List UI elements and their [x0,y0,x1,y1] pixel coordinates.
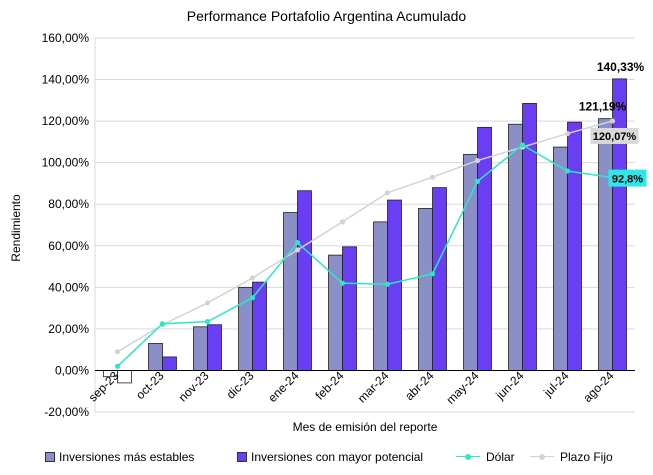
y-tick-label: 100,00% [42,156,90,170]
bar-potencial [477,126,492,371]
line-dolar [116,144,613,367]
legend-item-estables: Inversiones más estables [45,450,194,464]
x-tick-label: mar-24 [355,368,392,405]
point-dolar [384,281,391,287]
bar-potencial [567,121,582,371]
point-plazo-fijo [294,247,301,253]
legend-item-potencial: Inversiones con mayor potencial [237,450,423,464]
bar-potencial [162,356,177,371]
point-dolar [159,321,166,327]
point-dolar [519,142,526,148]
x-tick-label: dic-23 [224,368,257,401]
legend-line-dolar [456,452,480,462]
y-tick-label: 140,00% [42,73,90,87]
bar-potencial [612,78,627,371]
bar-estables [193,326,208,371]
point-dolar [564,168,571,174]
point-dolar [474,178,481,184]
y-tick-label: 60,00% [48,239,89,253]
point-dolar [204,319,211,325]
x-tick-label: abr-24 [402,368,437,403]
y-tick-label: 160,00% [42,31,90,45]
line-plazo-fijo [117,120,613,353]
point-dolar [249,295,256,301]
bar-estables [238,286,253,371]
bar-potencial [297,190,312,371]
bar-estables [283,212,298,371]
bar-estables [553,146,568,371]
point-plazo-fijo [204,300,211,306]
bar-estables [148,343,163,371]
data-label-potencial: 140,33% [597,60,645,74]
y-tick-label: 0,00% [55,363,89,377]
x-tick-label: ene-24 [265,368,302,405]
x-tick-label: may-24 [443,368,481,406]
legend-item-dolar: Dólar [456,450,515,464]
point-dolar [294,240,301,246]
legend-label-potencial: Inversiones con mayor potencial [251,450,424,464]
y-tick-label: 40,00% [48,280,89,294]
bar-estables [598,118,613,371]
legend-swatch-estables [45,452,55,462]
point-plazo-fijo [474,157,481,164]
bar-estables [373,221,388,371]
y-tick-label: 20,00% [48,322,89,336]
data-label-plazo-fijo: 120,07% [593,131,637,143]
point-plazo-fijo [249,275,256,281]
legend-line-plazo-fijo [530,452,554,462]
point-dolar [339,280,346,286]
data-label-estables: 121,19% [579,100,627,114]
x-tick-label: jun-24 [492,368,526,402]
bar-potencial [207,324,222,371]
point-plazo-fijo [114,349,121,355]
data-label-box-plazo-fijo [590,127,639,144]
legend-item-plazo-fijo: Plazo Fijo [530,450,613,464]
legend-label-estables: Inversiones más estables [59,450,195,464]
x-tick-label: jul-24 [540,368,572,400]
x-axis-label: Mes de emisión del reporte [292,420,438,434]
y-tick-label: 80,00% [48,197,89,211]
bar-estables [418,207,433,371]
x-tick-label: ago-24 [580,368,617,405]
point-plazo-fijo [429,174,436,180]
point-dolar [114,363,121,369]
data-label-box-dolar [608,169,647,187]
y-tick-label: 120,00% [42,114,90,128]
point-plazo-fijo [564,130,571,137]
y-tick-label: -20,00% [44,405,89,419]
point-plazo-fijo [609,118,616,124]
legend-label-plazo-fijo: Plazo Fijo [560,450,613,464]
x-tick-label: nov-23 [176,368,212,404]
point-plazo-fijo [339,219,346,225]
data-label-dolar: 92,8% [612,174,643,186]
chart-title: Performance Portafolio Argentina Acumula… [186,8,467,24]
point-dolar [429,271,436,277]
bar-potencial [432,187,447,371]
legend-label-dolar: Dólar [486,450,515,464]
legend-swatch-potencial [237,452,247,462]
x-tick-label: feb-24 [313,368,347,402]
bar-potencial [342,246,357,371]
point-plazo-fijo [384,190,391,196]
x-tick-label: oct-23 [133,368,167,402]
bar-estables [508,123,523,371]
